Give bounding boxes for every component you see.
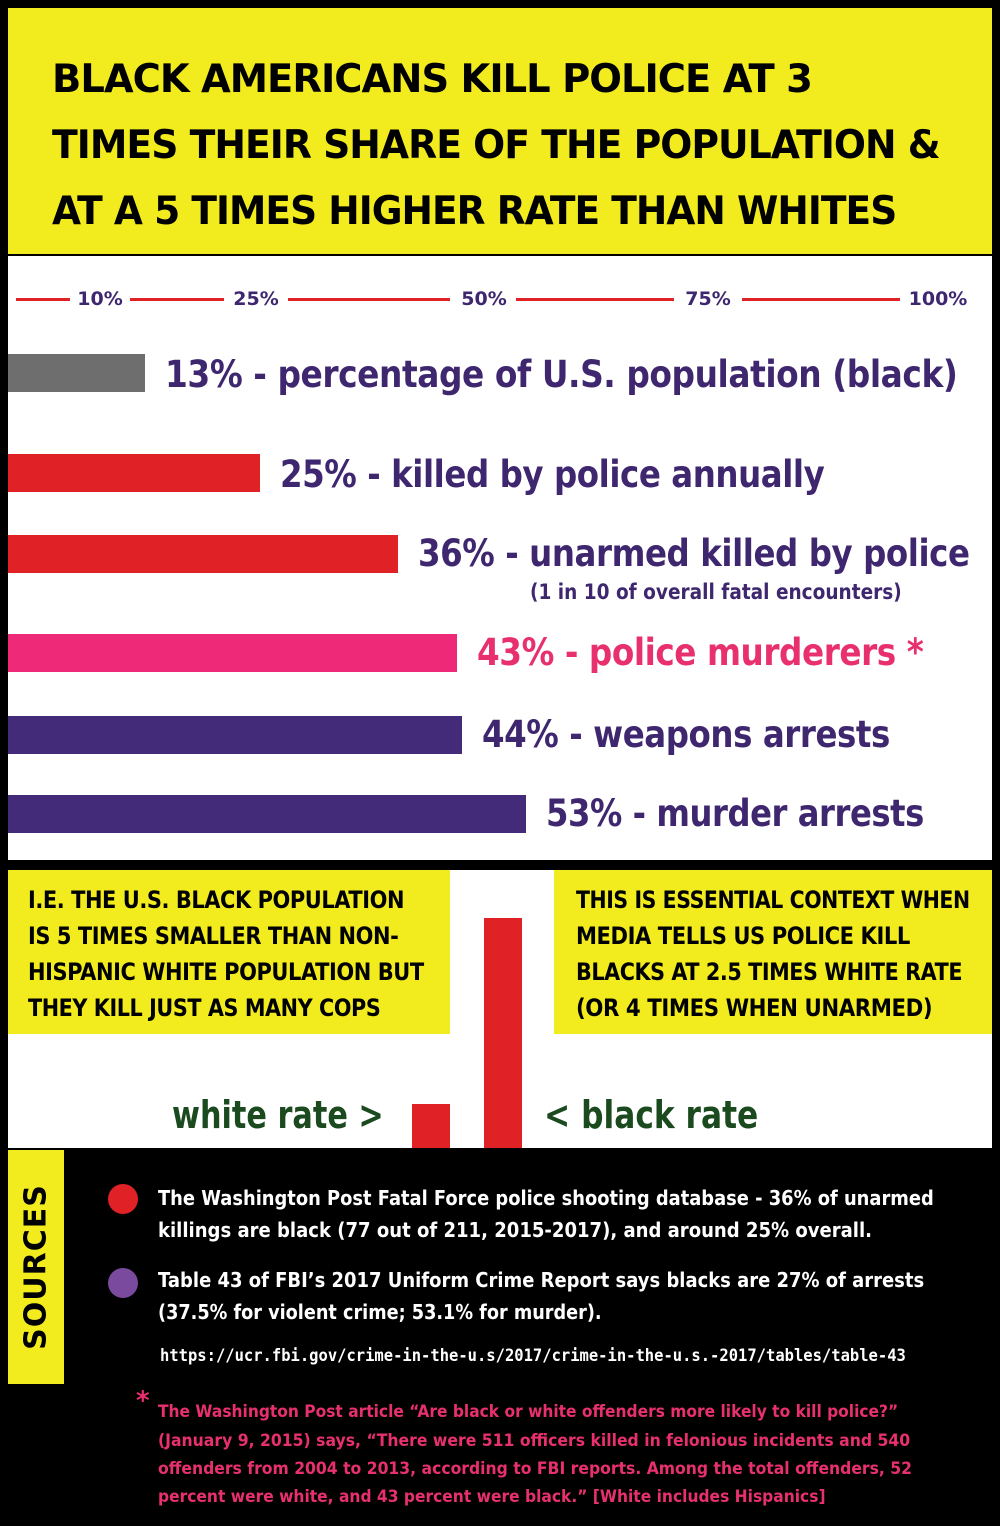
title-line-2: TIMES THEIR SHARE OF THE POPULATION & — [52, 123, 941, 168]
bar-label-2: 25% - killed by police annually — [280, 453, 825, 496]
scale-tick-label: 10% — [77, 288, 123, 310]
context-right-line: (OR 4 TIMES WHEN UNARMED) — [576, 994, 933, 1022]
title-line-3: AT A 5 TIMES HIGHER RATE THAN WHITES — [52, 189, 897, 234]
context-left-line: IS 5 TIMES SMALLER THAN NON- — [28, 922, 399, 950]
scale-line-segment — [516, 298, 674, 301]
scale-tick-label: 75% — [685, 288, 731, 310]
bar-sublabel-3: (1 in 10 of overall fatal encounters) — [530, 580, 902, 604]
context-left-box: I.E. THE U.S. BLACK POPULATION IS 5 TIME… — [8, 870, 450, 1034]
sources-tab-label: SOURCES — [18, 1184, 54, 1350]
source-2-line: (37.5% for violent crime; 53.1% for murd… — [158, 1300, 602, 1324]
scale-line-segment — [288, 298, 450, 301]
black-rate-label: < black rate — [544, 1093, 759, 1137]
footnote-line: offenders from 2004 to 2013, according t… — [158, 1459, 913, 1479]
scale-tick-label: 100% — [908, 288, 968, 310]
bar-6 — [8, 795, 526, 833]
footnote-asterisk: * — [136, 1386, 150, 1416]
context-right-line: BLACKS AT 2.5 TIMES WHITE RATE — [576, 958, 963, 986]
white-rate-bar — [412, 1104, 450, 1148]
context-left-line: HISPANIC WHITE POPULATION BUT — [28, 958, 424, 986]
bar-label-4: 43% - police murderers * — [477, 631, 924, 674]
context-left-line: THEY KILL JUST AS MANY COPS — [28, 994, 381, 1022]
context-right-box: THIS IS ESSENTIAL CONTEXT WHEN MEDIA TEL… — [554, 870, 992, 1034]
scale-tick-label: 25% — [233, 288, 279, 310]
scale-line-segment — [742, 298, 900, 301]
source-2-dot — [108, 1268, 138, 1298]
scale-tick-label: 50% — [461, 288, 507, 310]
bar-label-5: 44% - weapons arrests — [482, 713, 890, 756]
source-2-line: Table 43 of FBI’s 2017 Uniform Crime Rep… — [158, 1268, 925, 1292]
bar-label-6: 53% - murder arrests — [546, 792, 924, 835]
sources-tab: SOURCES — [8, 1150, 64, 1384]
black-rate-bar — [484, 918, 522, 1148]
white-rate-label: white rate > — [172, 1093, 384, 1137]
bar-3 — [8, 535, 398, 573]
footnote-line: percent were white, and 43 percent were … — [158, 1487, 826, 1507]
context-section: I.E. THE U.S. BLACK POPULATION IS 5 TIME… — [8, 870, 992, 1148]
chart-panel: 10% 25% 50% 75% 100% 13% - percentage of U.S… — [8, 256, 992, 860]
bar-4 — [8, 634, 457, 672]
bar-label-3: 36% - unarmed killed by police — [418, 532, 970, 575]
context-right-line: THIS IS ESSENTIAL CONTEXT WHEN — [576, 886, 970, 914]
scale-line-segment — [130, 298, 224, 301]
source-url-link[interactable]: https://ucr.fbi.gov/crime-in-the-u.s/201… — [160, 1346, 906, 1366]
title-banner: BLACK AMERICANS KILL POLICE AT 3 TIMES T… — [8, 8, 992, 254]
bar-5 — [8, 716, 462, 754]
bar-1 — [8, 354, 145, 392]
context-right-line: MEDIA TELLS US POLICE KILL — [576, 922, 910, 950]
bar-label-1: 13% - percentage of U.S. population (bla… — [165, 353, 958, 396]
bar-2 — [8, 454, 260, 492]
title-line-1: BLACK AMERICANS KILL POLICE AT 3 — [52, 57, 813, 102]
scale-line-segment — [16, 298, 70, 301]
footnote-line: The Washington Post article “Are black o… — [158, 1402, 899, 1422]
footnote-line: (January 9, 2015) says, “There were 511 … — [158, 1431, 911, 1451]
source-1-line: The Washington Post Fatal Force police s… — [158, 1186, 934, 1210]
source-1-line: killings are black (77 out of 211, 2015-… — [158, 1218, 873, 1242]
source-1-dot — [108, 1184, 138, 1214]
context-left-line: I.E. THE U.S. BLACK POPULATION — [28, 886, 405, 914]
